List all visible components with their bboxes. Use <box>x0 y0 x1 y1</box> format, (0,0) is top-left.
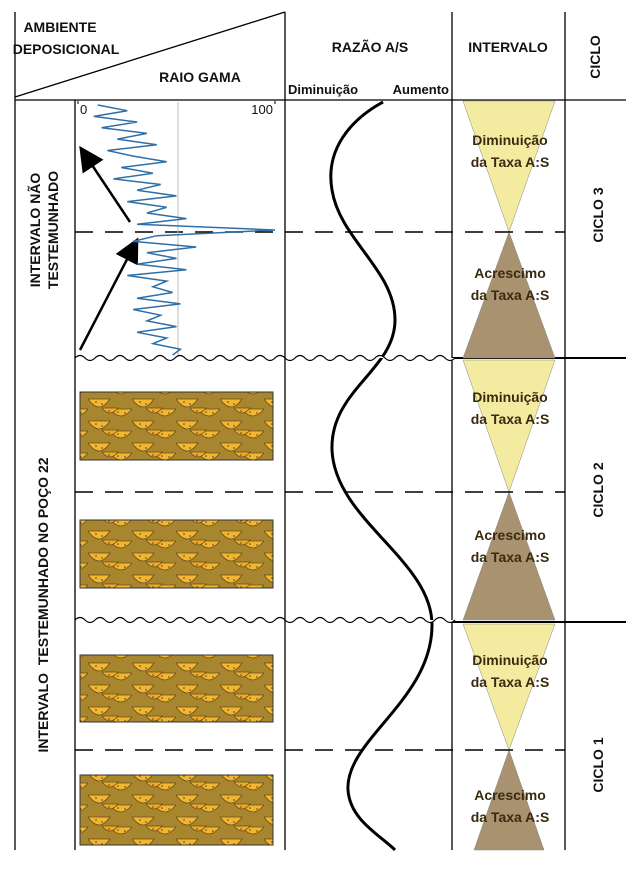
header-raio-gama: RAIO GAMA <box>159 69 241 85</box>
cycle-label: CICLO 1 <box>590 737 606 792</box>
left-label: INTERVALO TESTEMUNHADO NO POÇO 22 <box>35 457 51 752</box>
unconformity <box>75 356 455 361</box>
diagram: AMBIENTE DEPOSICIONAL RAIO GAMA RAZÃO A/… <box>0 0 626 875</box>
tick-label: 100 <box>251 102 273 117</box>
cycle-label: CICLO 3 <box>590 187 606 242</box>
gamma-log <box>94 105 275 355</box>
interval-label: da Taxa A:S <box>471 154 550 170</box>
tick-label: 0 <box>80 102 87 117</box>
as-curve <box>331 102 432 850</box>
interval-label: Acrescimo <box>474 265 546 281</box>
interval-label: Diminuição <box>472 652 547 668</box>
header-razao: RAZÃO A/S <box>332 38 408 55</box>
interval-label: da Taxa A:S <box>471 809 550 825</box>
interval-label: da Taxa A:S <box>471 674 550 690</box>
interval-label: Diminuição <box>472 389 547 405</box>
interval-label: da Taxa A:S <box>471 287 550 303</box>
unconformity <box>75 618 455 623</box>
interval-label: Acrescimo <box>474 787 546 803</box>
interval-label: da Taxa A:S <box>471 549 550 565</box>
left-label: INTERVALO NÃO <box>26 173 43 288</box>
header-diminuicao: Diminuição <box>288 82 358 97</box>
interval-label: Diminuição <box>472 132 547 148</box>
header-ambiente: DEPOSICIONAL <box>13 41 120 57</box>
left-label: TESTEMUNHADO <box>45 171 61 289</box>
arrow <box>80 242 136 350</box>
header-ambiente: AMBIENTE <box>23 19 96 35</box>
triangles <box>463 101 555 850</box>
header-aumento: Aumento <box>393 82 449 97</box>
cycle-label: CICLO 2 <box>590 462 606 517</box>
interval-label: da Taxa A:S <box>471 411 550 427</box>
header-ciclo: CICLO <box>587 35 603 79</box>
header-intervalo: INTERVALO <box>468 39 548 55</box>
arrow <box>82 150 130 222</box>
interval-label: Acrescimo <box>474 527 546 543</box>
